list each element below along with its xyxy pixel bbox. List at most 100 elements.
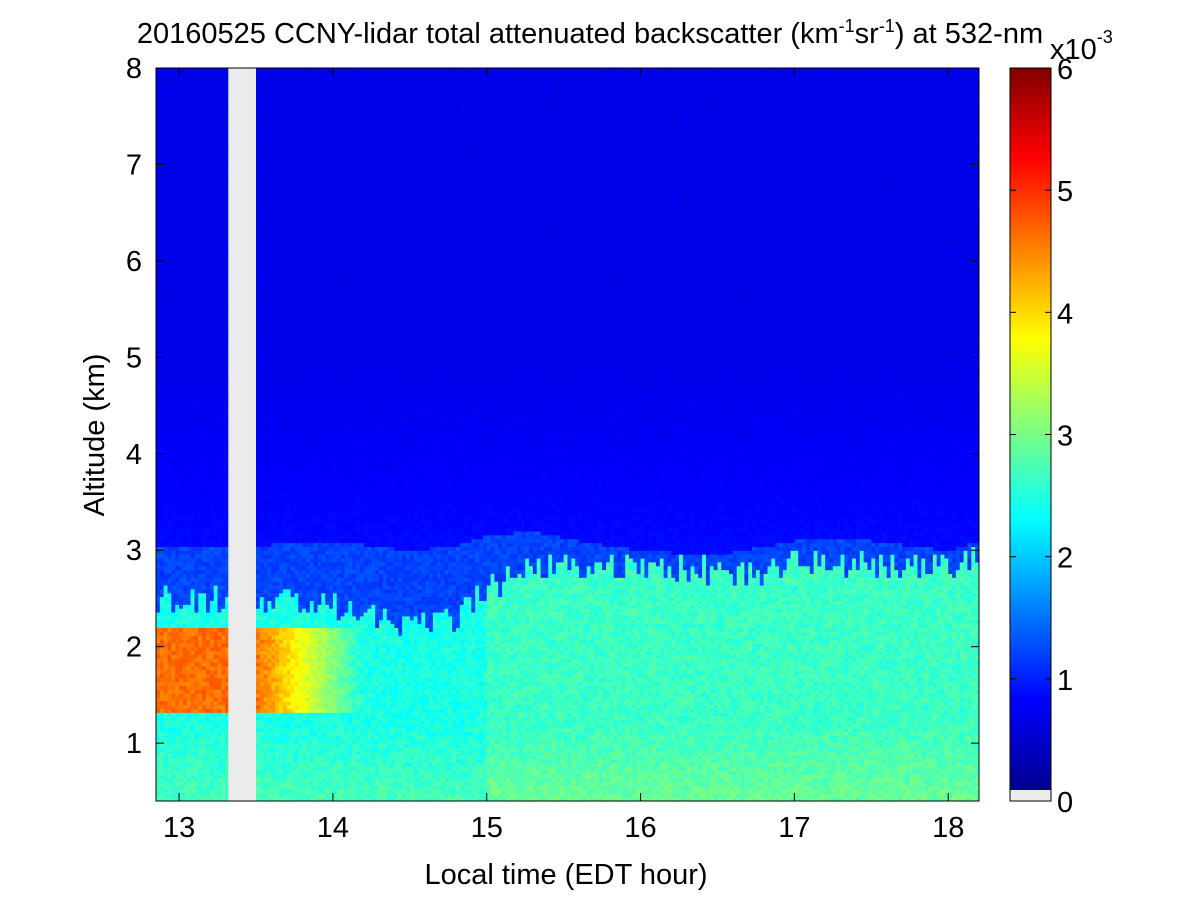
heatmap-cell xyxy=(210,326,214,330)
heatmap-cell xyxy=(218,693,222,697)
heatmap-cell xyxy=(260,265,264,269)
heatmap-cell xyxy=(214,188,218,192)
heatmap-cell xyxy=(160,658,164,662)
heatmap-cell xyxy=(268,496,272,500)
heatmap-cell xyxy=(202,218,206,222)
heatmap-cell xyxy=(260,627,264,631)
chart-title-exponent-1: -1 xyxy=(839,16,855,36)
heatmap-cell xyxy=(187,195,191,199)
heatmap-cell xyxy=(202,450,206,454)
heatmap-cell xyxy=(175,338,179,342)
heatmap-cell xyxy=(271,373,275,377)
heatmap-cell xyxy=(206,207,210,211)
heatmap-cell xyxy=(179,188,183,192)
heatmap-cell xyxy=(218,361,222,365)
heatmap-cell xyxy=(275,558,279,562)
heatmap-cell xyxy=(194,743,198,747)
heatmap-cell xyxy=(206,716,210,720)
heatmap-cell xyxy=(187,76,191,80)
heatmap-cell xyxy=(214,203,218,207)
heatmap-cell xyxy=(256,292,260,296)
heatmap-cell xyxy=(164,172,168,176)
heatmap-cell xyxy=(206,600,210,604)
heatmap-cell xyxy=(156,83,160,87)
heatmap-cell xyxy=(279,226,283,230)
heatmap-cell xyxy=(210,346,214,350)
heatmap-cell xyxy=(168,473,172,477)
heatmap-cell xyxy=(164,180,168,184)
heatmap-cell xyxy=(175,716,179,720)
heatmap-cell xyxy=(256,751,260,755)
heatmap-cell xyxy=(156,323,160,327)
heatmap-cell xyxy=(187,554,191,558)
heatmap-cell xyxy=(194,458,198,462)
heatmap-cell xyxy=(183,191,187,195)
heatmap-cell xyxy=(264,419,268,423)
heatmap-cell xyxy=(218,778,222,782)
heatmap-cell xyxy=(171,454,175,458)
heatmap-cell xyxy=(171,191,175,195)
heatmap-cell xyxy=(194,581,198,585)
heatmap-cell xyxy=(202,481,206,485)
heatmap-cell xyxy=(160,678,164,682)
heatmap-cell xyxy=(171,658,175,662)
heatmap-cell xyxy=(168,334,172,338)
heatmap-cell xyxy=(171,184,175,188)
heatmap-cell xyxy=(264,647,268,651)
heatmap-cell xyxy=(210,361,214,365)
heatmap-cell xyxy=(279,99,283,103)
heatmap-cell xyxy=(156,396,160,400)
heatmap-cell xyxy=(206,272,210,276)
heatmap-cell xyxy=(160,288,164,292)
heatmap-cell xyxy=(283,674,287,678)
heatmap-cell xyxy=(175,724,179,728)
heatmap-cell xyxy=(160,770,164,774)
heatmap-cell xyxy=(206,303,210,307)
heatmap-cell xyxy=(275,427,279,431)
heatmap-cell xyxy=(179,388,183,392)
heatmap-cell xyxy=(283,670,287,674)
heatmap-cell xyxy=(256,566,260,570)
heatmap-cell xyxy=(187,685,191,689)
heatmap-cell xyxy=(175,203,179,207)
heatmap-cell xyxy=(260,477,264,481)
heatmap-cell xyxy=(210,465,214,469)
heatmap-cell xyxy=(160,712,164,716)
heatmap-cell xyxy=(264,377,268,381)
heatmap-cell xyxy=(168,195,172,199)
heatmap-cell xyxy=(256,662,260,666)
heatmap-cell xyxy=(156,705,160,709)
heatmap-cell xyxy=(218,357,222,361)
heatmap-cell xyxy=(160,87,164,91)
heatmap-cell xyxy=(160,589,164,593)
heatmap-cell xyxy=(271,462,275,466)
heatmap-cell xyxy=(179,554,183,558)
heatmap-cell xyxy=(187,342,191,346)
heatmap-cell xyxy=(191,450,195,454)
heatmap-cell xyxy=(275,712,279,716)
heatmap-cell xyxy=(168,172,172,176)
heatmap-cell xyxy=(202,647,206,651)
heatmap-cell xyxy=(194,624,198,628)
heatmap-cell xyxy=(271,539,275,543)
heatmap-cell xyxy=(210,489,214,493)
heatmap-cell xyxy=(191,712,195,716)
heatmap-cell xyxy=(175,384,179,388)
heatmap-cell xyxy=(183,350,187,354)
heatmap-cell xyxy=(206,99,210,103)
heatmap-cell xyxy=(271,786,275,790)
heatmap-cell xyxy=(171,481,175,485)
heatmap-cell xyxy=(279,222,283,226)
heatmap-cell xyxy=(168,774,172,778)
heatmap-cell xyxy=(168,597,172,601)
heatmap-cell xyxy=(268,766,272,770)
heatmap-cell xyxy=(206,280,210,284)
heatmap-cell xyxy=(210,419,214,423)
heatmap-cell xyxy=(256,326,260,330)
heatmap-cell xyxy=(194,554,198,558)
heatmap-cell xyxy=(156,361,160,365)
heatmap-cell xyxy=(275,492,279,496)
heatmap-cell xyxy=(214,76,218,80)
heatmap-cell xyxy=(175,350,179,354)
heatmap-cell xyxy=(271,681,275,685)
